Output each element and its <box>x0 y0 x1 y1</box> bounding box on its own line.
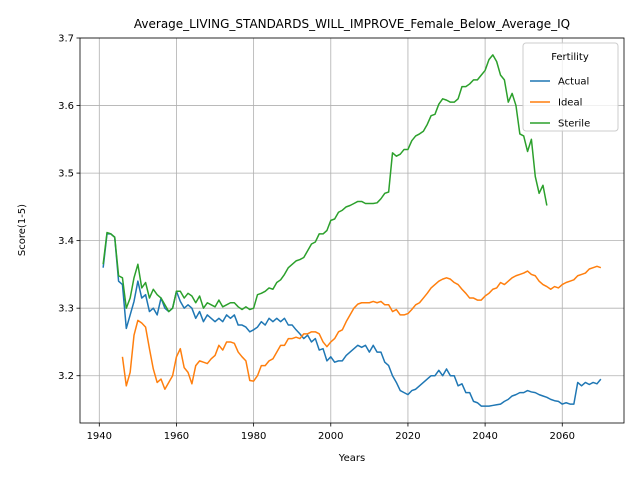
y-tick-label: 3.6 <box>58 101 74 112</box>
legend-entry-actual: Actual <box>558 77 589 88</box>
x-tick-label: 2040 <box>472 431 497 442</box>
y-axis: 3.2 3.3 3.4 3.5 3.6 3.7 <box>58 34 80 382</box>
legend: Fertility Actual Ideal Sterile <box>522 42 619 132</box>
legend-box <box>522 42 619 132</box>
x-tick-label: 2020 <box>395 431 420 442</box>
y-axis-label: Score(1-5) <box>17 204 28 256</box>
y-tick-label: 3.5 <box>58 169 74 180</box>
legend-title: Fertility <box>551 52 589 63</box>
y-tick-label: 3.7 <box>58 34 74 45</box>
x-axis-label: Years <box>338 453 365 464</box>
x-tick-label: 1960 <box>164 431 189 442</box>
series-layer <box>102 54 602 407</box>
x-tick-label: 2000 <box>318 431 343 442</box>
x-axis: 1940 1960 1980 2000 2020 2040 2060 <box>87 423 575 442</box>
x-tick-label: 1980 <box>241 431 266 442</box>
legend-entry-sterile: Sterile <box>558 119 590 130</box>
y-tick-label: 3.3 <box>58 304 74 315</box>
series-line-actual <box>102 233 602 407</box>
legend-entry-ideal: Ideal <box>558 98 582 109</box>
series-line-sterile <box>102 54 548 313</box>
x-tick-label: 1940 <box>87 431 112 442</box>
plot-frame <box>79 37 625 424</box>
y-tick-label: 3.2 <box>58 371 74 382</box>
y-tick-label: 3.4 <box>58 236 74 247</box>
grid <box>80 37 624 423</box>
series-line-ideal <box>121 265 602 390</box>
chart-title: Average_LIVING_STANDARDS_WILL_IMPROVE_Fe… <box>134 17 570 31</box>
x-tick-label: 2060 <box>550 431 575 442</box>
